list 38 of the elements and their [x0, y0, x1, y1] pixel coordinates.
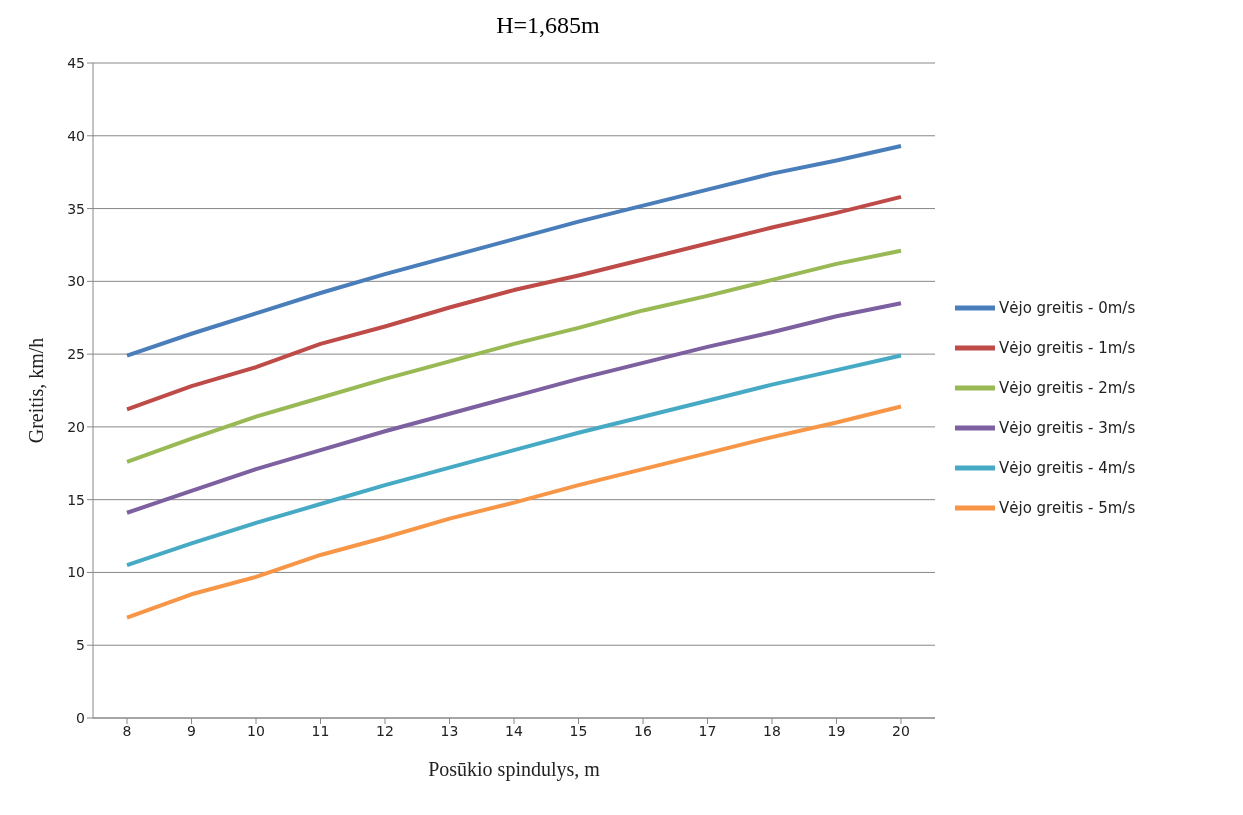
- y-tick-label: 15: [67, 491, 85, 508]
- y-tick-label: 25: [67, 346, 85, 363]
- legend-label: Vėjo greitis - 1m/s: [999, 338, 1136, 357]
- line-series: [125, 194, 903, 412]
- x-tick-label: 16: [634, 722, 652, 739]
- line-series: [125, 248, 903, 464]
- x-tick-label: 9: [187, 722, 196, 739]
- line-series: [125, 301, 903, 515]
- legend-label: Vėjo greitis - 5m/s: [999, 498, 1136, 517]
- y-tick-label: 0: [76, 709, 85, 726]
- y-tick-label: 40: [67, 127, 85, 144]
- y-axis-title: Greitis, km/h: [25, 337, 48, 444]
- legend-label: Vėjo greitis - 0m/s: [999, 298, 1136, 317]
- x-tick-label: 15: [569, 722, 588, 739]
- y-tick-label: 10: [67, 564, 85, 581]
- x-tick-label: 8: [122, 722, 132, 739]
- legend-label: Vėjo greitis - 2m/s: [999, 378, 1136, 397]
- x-tick-label: 17: [698, 722, 717, 739]
- x-tick-label: 18: [763, 722, 781, 739]
- line-series: [125, 353, 903, 568]
- x-tick-label: 20: [892, 722, 910, 739]
- x-tick-label: 11: [311, 722, 330, 739]
- x-axis-title: Posūkio spindulys, m: [428, 758, 601, 781]
- y-tick-label: 30: [67, 273, 85, 290]
- legend-label: Vėjo greitis - 4m/s: [999, 458, 1136, 477]
- y-tick-label: 45: [67, 54, 85, 71]
- line-series: [125, 143, 903, 358]
- x-tick-label: 12: [376, 722, 394, 739]
- y-tick-label: 5: [76, 637, 85, 654]
- x-tick-label: 10: [247, 722, 265, 739]
- chart-title: H=1,685m: [495, 12, 601, 39]
- x-tick-label: 13: [440, 722, 459, 739]
- legend-label: Vėjo greitis - 3m/s: [999, 418, 1136, 437]
- x-tick-label: 14: [505, 722, 523, 739]
- y-tick-label: 35: [67, 200, 85, 217]
- y-tick-label: 20: [67, 418, 85, 435]
- line-series: [125, 404, 903, 620]
- x-tick-label: 19: [827, 722, 846, 739]
